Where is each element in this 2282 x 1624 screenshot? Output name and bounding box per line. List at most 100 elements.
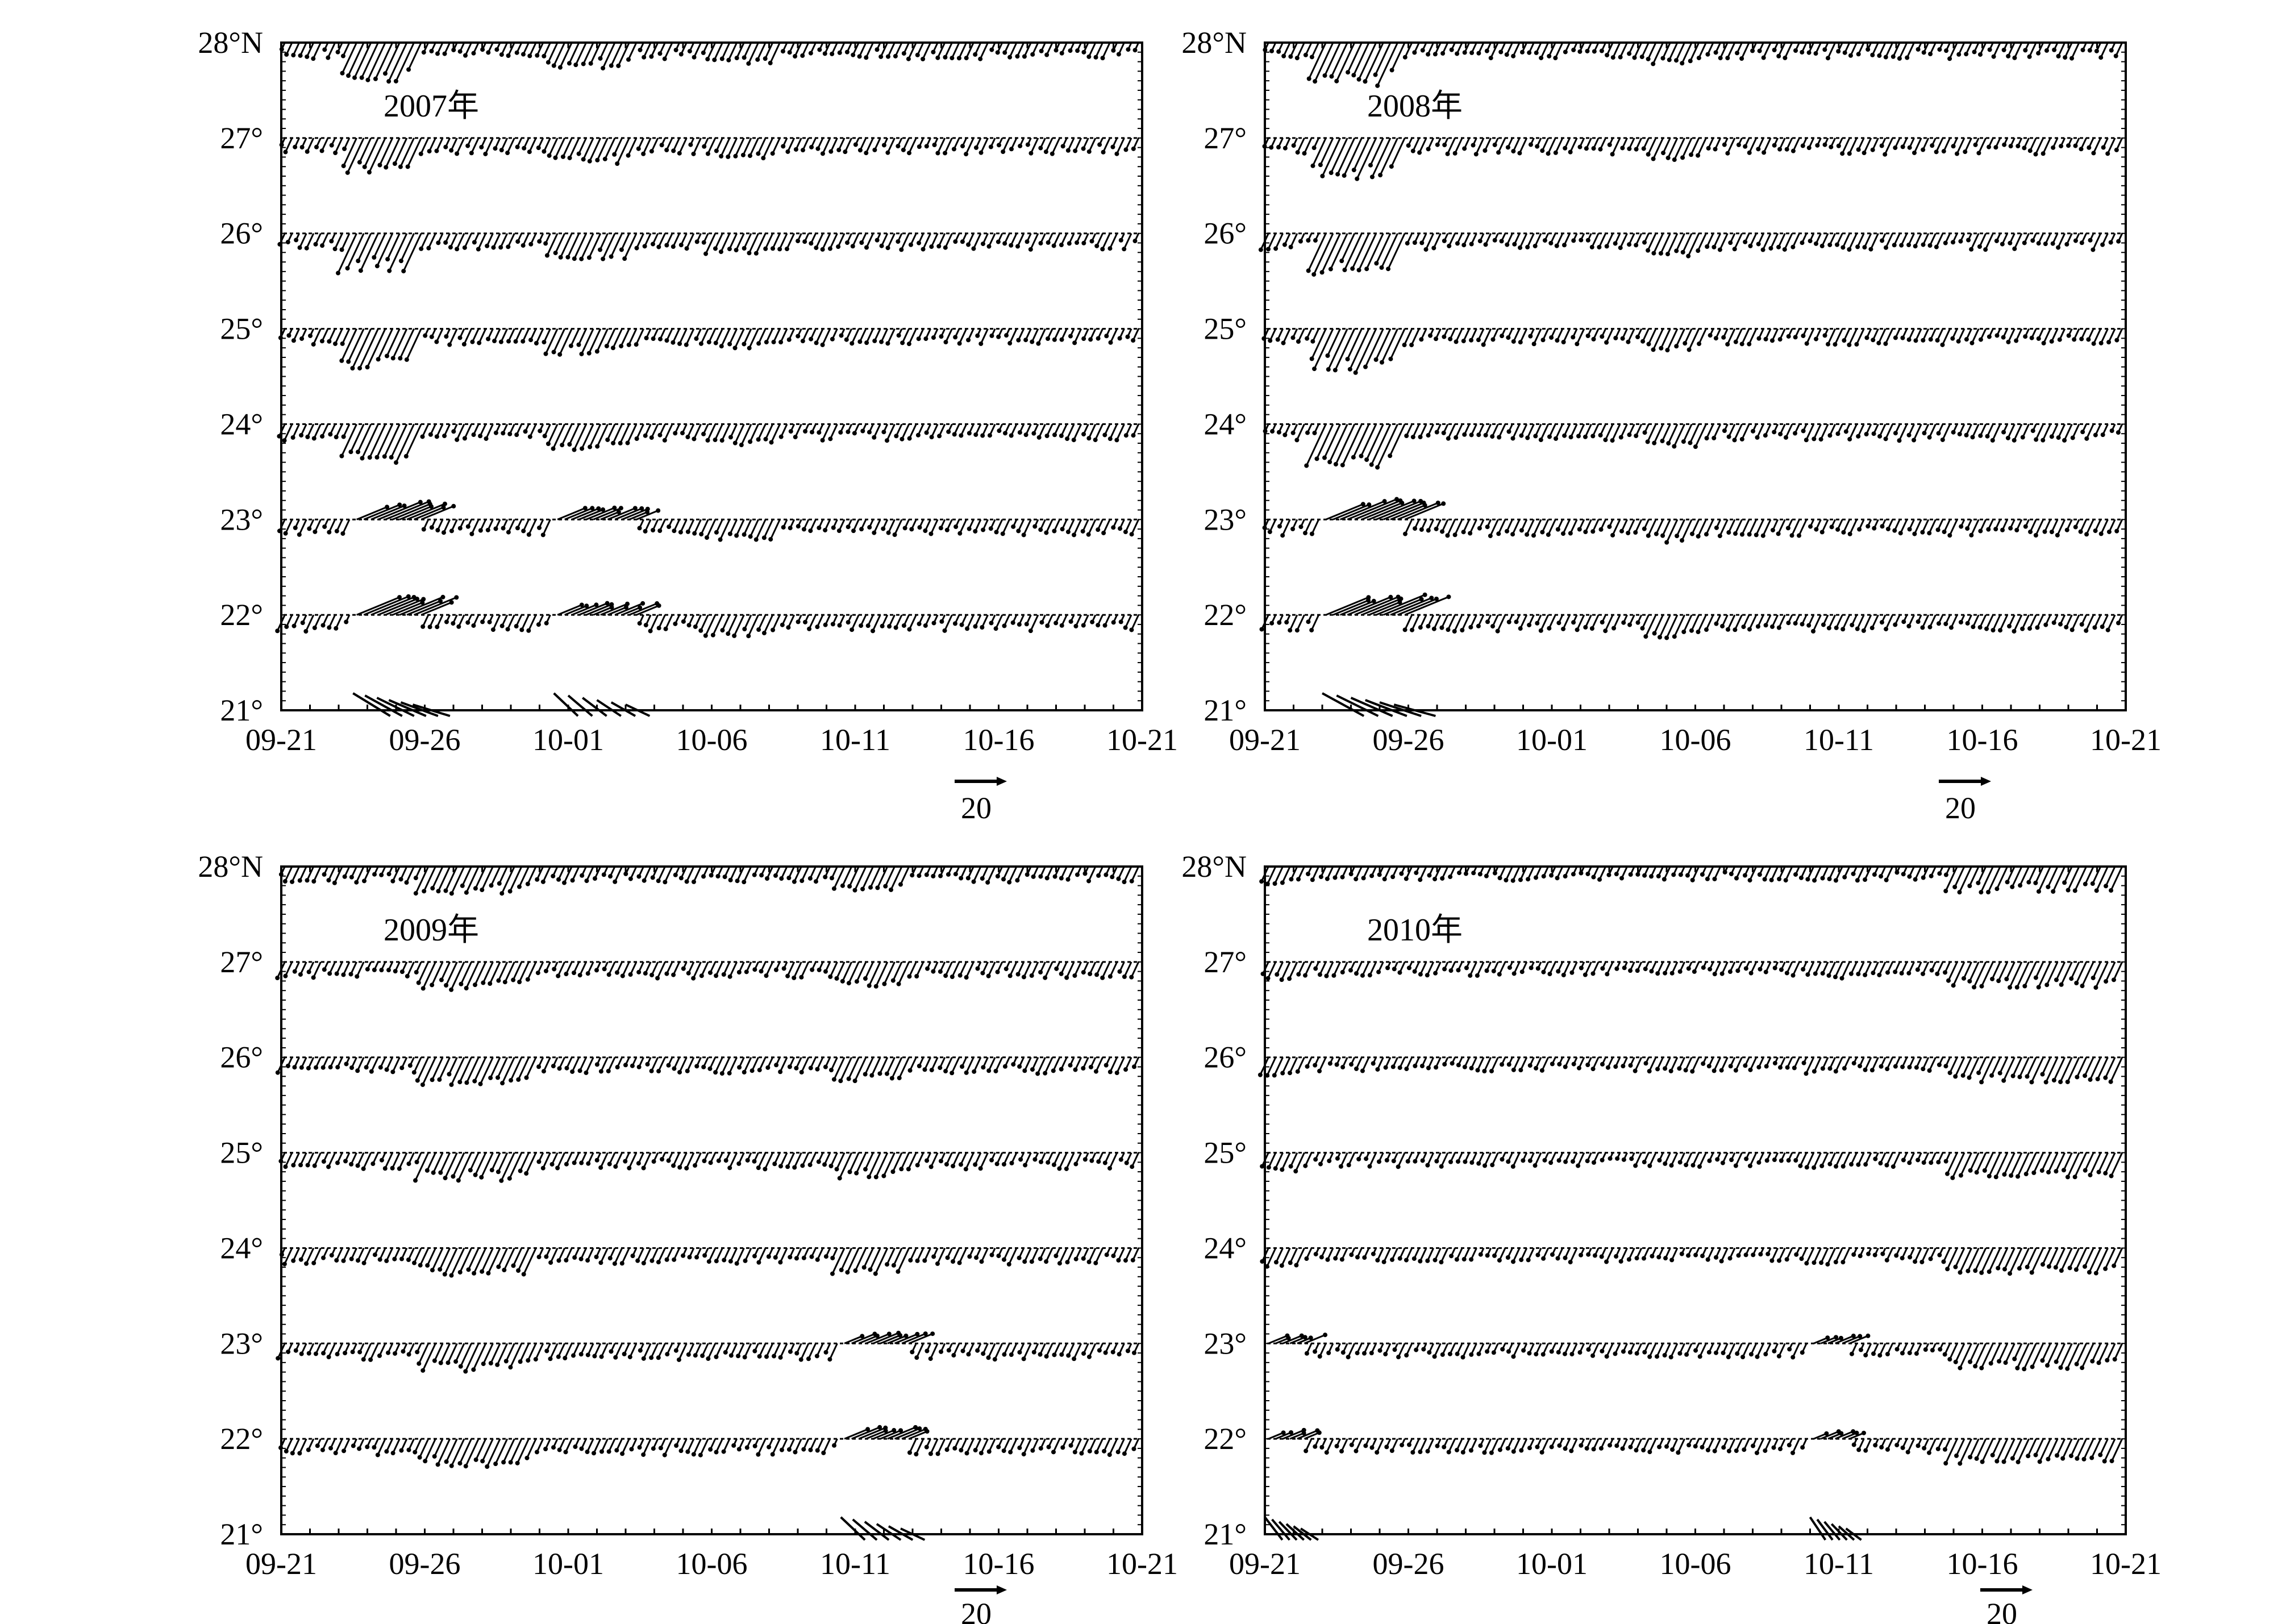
wind-vector	[589, 138, 602, 162]
wind-vector-head	[800, 339, 805, 344]
wind-vector	[579, 961, 587, 976]
wind-vector-head	[342, 146, 347, 151]
wind-vector-head	[885, 150, 890, 155]
wind-vector-head	[1028, 151, 1034, 156]
wind-vector-head	[2052, 47, 2057, 52]
wind-vector	[328, 866, 336, 881]
wind-vector-head	[1044, 530, 1049, 535]
wind-vector	[1648, 328, 1657, 345]
panel-title: 2008年	[1367, 89, 1463, 124]
wind-vector-head	[1958, 239, 1963, 244]
wind-vector	[610, 233, 623, 257]
wind-vector-head	[931, 969, 936, 974]
wind-vector-head	[298, 53, 303, 58]
wind-vector	[1547, 519, 1556, 535]
wind-vector-head	[1311, 272, 1317, 277]
wind-vector	[298, 519, 307, 535]
wind-vector-head	[1369, 462, 1374, 467]
wind-vector	[352, 328, 372, 369]
wind-vector-head	[2069, 627, 2075, 632]
wind-vector-head	[328, 432, 333, 437]
wind-vector-head	[1935, 527, 1940, 532]
wind-vector-head	[1329, 74, 1334, 79]
wind-vector-head	[1129, 627, 1134, 632]
wind-vector-head	[1884, 245, 1889, 250]
wind-vector-head	[929, 1068, 934, 1073]
wind-vector-head	[1934, 149, 1939, 155]
wind-vector-head	[1964, 337, 1969, 342]
wind-vector	[1397, 598, 1437, 616]
wind-vector-head	[404, 357, 409, 362]
wind-vector	[901, 328, 910, 343]
wind-vector	[580, 233, 594, 260]
wind-vector-head	[778, 1069, 783, 1075]
wind-vector-head	[846, 981, 851, 986]
wind-vector	[473, 1057, 487, 1082]
wind-vector	[543, 328, 551, 343]
wind-vector	[614, 602, 643, 616]
wind-vector-head	[1804, 438, 1809, 443]
wind-vector	[868, 1152, 881, 1177]
wind-vector	[1519, 233, 1528, 248]
wind-vector	[422, 1057, 436, 1085]
wind-vector	[460, 961, 472, 985]
wind-vector	[793, 866, 802, 882]
x-tick-label: 10-11	[1804, 723, 1874, 757]
wind-vector-head	[1388, 356, 1393, 361]
wind-vector-head	[793, 435, 798, 440]
wind-vector	[936, 42, 946, 59]
wind-vector	[715, 138, 723, 152]
wind-vector	[672, 961, 681, 976]
wind-vector	[556, 1152, 566, 1169]
wind-vector-head	[755, 57, 760, 62]
x-tick-label: 09-26	[1373, 723, 1444, 757]
wind-vector-head	[1290, 335, 1296, 340]
wind-vector-head	[1646, 342, 1651, 347]
wind-vector	[1892, 42, 1901, 57]
wind-vector-head	[1783, 55, 1788, 60]
wind-vector-head	[1725, 56, 1730, 61]
wind-vector-head	[649, 149, 654, 154]
y-tick-label: 26°	[220, 1040, 263, 1075]
wind-vector	[875, 961, 889, 987]
wind-vector-head	[1836, 143, 1841, 148]
wind-vector-head	[1728, 240, 1733, 245]
wind-vector-head	[1312, 367, 1317, 372]
wind-vector-head	[1955, 151, 1960, 156]
wind-vector-head	[2070, 435, 2075, 440]
wind-vector-head	[994, 530, 999, 535]
wind-vector-head	[2001, 47, 2006, 52]
wind-vector-head	[994, 1161, 1000, 1167]
wind-vector-head	[975, 966, 980, 971]
wind-vector-head	[283, 973, 288, 978]
wind-vector	[292, 42, 300, 56]
wind-vector-head	[1320, 173, 1325, 178]
wind-vector-head	[348, 449, 353, 455]
wind-vector-head	[543, 241, 548, 246]
wind-vector	[1611, 519, 1621, 536]
wind-vector-head	[1496, 531, 1501, 536]
wind-vector	[1697, 614, 1707, 632]
wind-vector	[1358, 233, 1377, 270]
wind-vector	[363, 866, 372, 881]
wind-vector	[995, 614, 1003, 629]
wind-vector-head	[1577, 49, 1583, 54]
wind-vector	[829, 423, 838, 439]
wind-vector-head	[495, 1169, 501, 1175]
wind-vector	[439, 1057, 451, 1080]
wind-vector-head	[1689, 628, 1694, 633]
wind-vector-head	[980, 876, 985, 881]
wind-vector-head	[551, 446, 556, 451]
wind-vector	[1728, 423, 1736, 438]
chart-panel-1: 28°N27°26°25°24°23°22°21°09-21 09-26 10-01…	[1181, 26, 2162, 825]
wind-vector	[1023, 519, 1032, 536]
wind-vector	[376, 423, 394, 458]
wind-vector-head	[702, 1159, 707, 1164]
wind-vector	[728, 328, 738, 345]
wind-vector	[1297, 328, 1305, 342]
wind-vector	[859, 42, 867, 57]
wind-vector-head	[357, 365, 363, 370]
wind-vector-head	[560, 443, 565, 448]
wind-vector-head	[943, 340, 948, 345]
wind-vector	[1741, 519, 1750, 535]
